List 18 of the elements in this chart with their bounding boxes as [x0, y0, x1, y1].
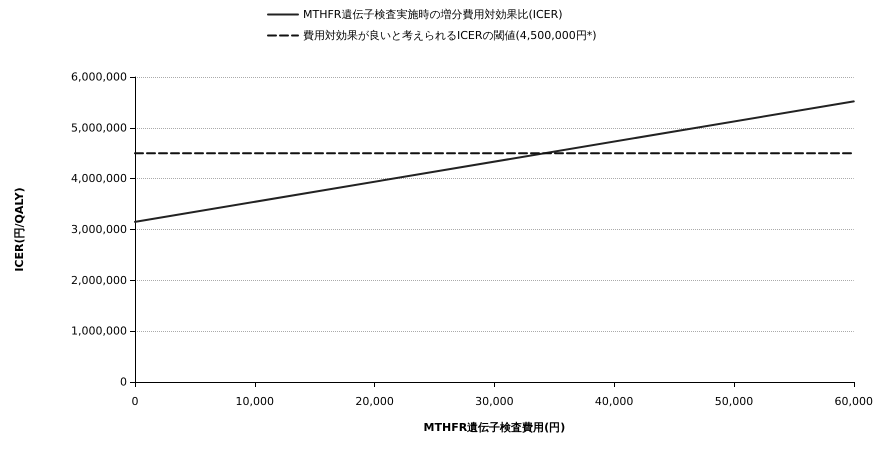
x-tick-label: 0 — [132, 395, 138, 408]
x-axis-title: MTHFR遺伝子検査費用(円) — [424, 421, 566, 434]
legend-label: 費用対効果が良いと考えられるICERの閾値(4,500,000円*) — [303, 29, 597, 42]
y-tick-label: 0 — [120, 376, 127, 388]
y-tick-label: 5,000,000 — [71, 121, 127, 134]
x-tick-label: 30,000 — [475, 395, 514, 408]
x-tick-label: 60,000 — [834, 395, 874, 408]
x-tick-label: 50,000 — [714, 395, 754, 408]
y-tick-label: 2,000,000 — [71, 274, 127, 287]
y-tick-label: 6,000,000 — [71, 70, 127, 84]
y-tick-label: 1,000,000 — [71, 324, 127, 338]
y-axis-title: ICER(円/QALY) — [13, 187, 26, 272]
y-tick-label: 4,000,000 — [71, 172, 127, 186]
legend-label: MTHFR遺伝子検査実施時の増分費用対効果比(ICER) — [303, 8, 563, 21]
x-tick-label: 40,000 — [594, 395, 634, 408]
x-tick-label: 20,000 — [355, 395, 394, 408]
x-tick-label: 10,000 — [236, 395, 274, 408]
y-tick-label: 3,000,000 — [71, 223, 127, 236]
